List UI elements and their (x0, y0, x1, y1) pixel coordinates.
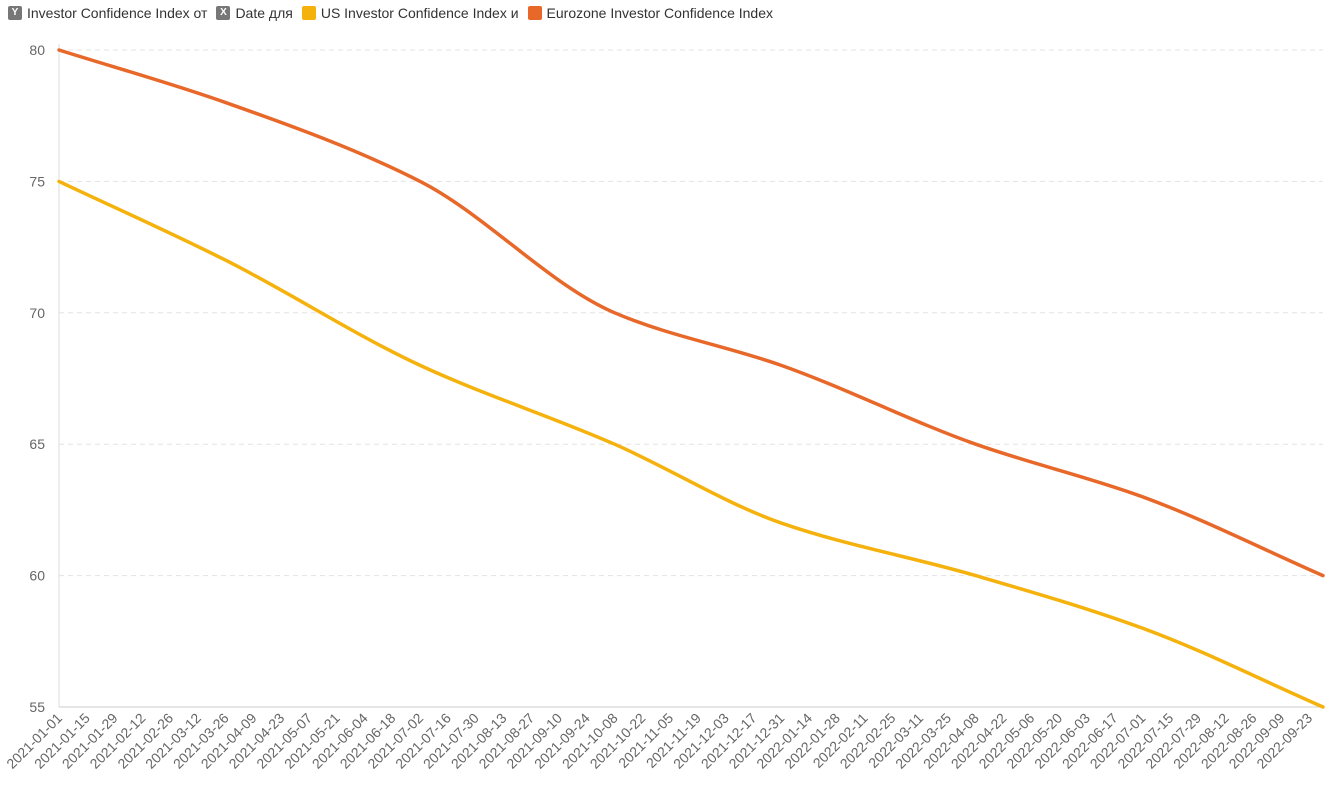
y-tick-label: 75 (29, 173, 45, 189)
y-axis-icon: Y (8, 6, 22, 20)
series-color-swatch-icon (527, 6, 542, 20)
legend-item-eurozone-series[interactable]: Eurozone Investor Confidence Index (527, 5, 774, 21)
us-series-line (57, 179, 1325, 709)
legend-label: Eurozone Investor Confidence Index (546, 5, 774, 21)
y-tick-label: 65 (29, 436, 45, 452)
y-tick-label: 55 (29, 699, 45, 715)
y-tick-label: 70 (29, 305, 45, 321)
y-tick-label: 80 (29, 42, 45, 58)
series-color-swatch-icon (301, 6, 316, 20)
legend-label: US Investor Confidence Index и (320, 5, 519, 21)
x-axis-icon: X (216, 6, 231, 20)
eurozone-series-line (57, 48, 1325, 578)
legend-item-y-axis[interactable]: Y Investor Confidence Index от (8, 5, 207, 21)
legend-item-us-series[interactable]: US Investor Confidence Index и (301, 5, 519, 21)
y-tick-label: 60 (29, 568, 45, 584)
legend-item-x-axis[interactable]: X Date для (216, 5, 293, 21)
chart-legend: Y Investor Confidence Index от X Date дл… (8, 3, 776, 23)
legend-label: Investor Confidence Index от (27, 5, 208, 21)
legend-label: Date для (235, 5, 293, 21)
